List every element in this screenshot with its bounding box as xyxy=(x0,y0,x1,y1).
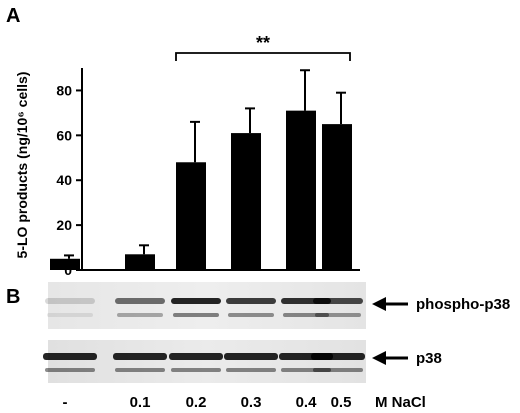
band-lower xyxy=(228,313,274,317)
y-tick-label: 80 xyxy=(56,82,72,98)
band-lower xyxy=(45,368,95,372)
blot-phospho-p38: phospho-p38 xyxy=(45,282,510,329)
lane-label: 0.2 xyxy=(186,394,207,411)
left-arrow-icon xyxy=(372,351,386,365)
left-arrow-icon xyxy=(372,297,386,311)
band-upper xyxy=(169,353,223,360)
band-upper xyxy=(313,298,363,304)
band-lower xyxy=(173,313,219,317)
blot-label-phospho-p38: phospho-p38 xyxy=(416,296,510,313)
bands-p38 xyxy=(43,353,365,372)
unit-label: M NaCl xyxy=(375,394,426,411)
bars xyxy=(50,110,352,271)
lane-label: 0.3 xyxy=(241,394,262,411)
blot-label-p38: p38 xyxy=(416,350,442,367)
band-upper xyxy=(226,298,276,304)
band-lower xyxy=(115,368,165,372)
bands-phospho-p38 xyxy=(45,298,363,317)
band-upper xyxy=(171,298,221,304)
bar-chart: 020406080 - 5-LO products (ng/10⁶ cells)… xyxy=(14,33,360,292)
band-upper xyxy=(43,353,97,360)
blot-p38: p38 xyxy=(43,340,442,383)
lane-label: 0.1 xyxy=(130,394,151,411)
band-upper xyxy=(311,353,365,360)
lane-label: 0.5 xyxy=(331,394,352,411)
band-lower xyxy=(226,368,276,372)
panel-label-a: A xyxy=(6,5,20,27)
y-tick-label: 20 xyxy=(56,217,72,233)
y-axis-label: 5-LO products (ng/10⁶ cells) xyxy=(14,72,30,259)
bar xyxy=(231,133,261,270)
y-ticks: 020406080 xyxy=(56,82,82,278)
lane-label: - xyxy=(63,394,68,411)
bar xyxy=(286,110,316,271)
band-upper xyxy=(115,298,165,304)
blot-membrane-phospho-p38 xyxy=(48,282,366,329)
lane-label: 0.4 xyxy=(296,394,318,411)
band-lower xyxy=(47,313,93,317)
y-tick-label: 60 xyxy=(56,127,72,143)
band-lower xyxy=(315,313,361,317)
y-tick-label: 40 xyxy=(56,172,72,188)
lane-labels: - 0.1 0.2 0.3 0.4 0.5 xyxy=(63,394,352,411)
band-upper xyxy=(224,353,278,360)
bar xyxy=(50,258,80,270)
band-lower xyxy=(117,313,163,317)
band-lower xyxy=(281,368,331,372)
significance-annotation: ** xyxy=(256,33,270,53)
band-lower xyxy=(313,368,363,372)
bar xyxy=(125,254,155,270)
bar xyxy=(322,124,352,270)
panel-label-b: B xyxy=(6,286,20,308)
band-upper xyxy=(45,298,95,304)
bar xyxy=(176,162,206,270)
band-upper xyxy=(113,353,167,360)
blot-membrane-p38 xyxy=(48,340,366,383)
band-lower xyxy=(283,313,329,317)
significance-bracket xyxy=(175,52,351,61)
error-bars xyxy=(64,69,346,259)
band-lower xyxy=(171,368,221,372)
